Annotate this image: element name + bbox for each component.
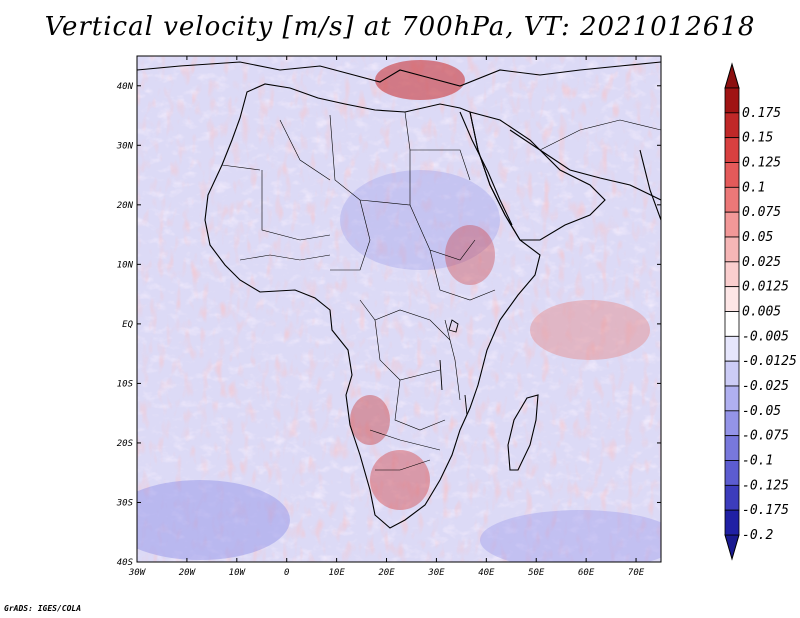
lat-tick-label: 30S xyxy=(116,498,134,508)
lat-tick-label: 10S xyxy=(117,379,134,389)
lon-tick-label: 10W xyxy=(229,568,247,578)
lat-tick-label: 40S xyxy=(117,558,134,568)
lon-tick-label: 20E xyxy=(378,568,395,578)
colorbar-swatch xyxy=(724,286,740,312)
strong-ascent-area xyxy=(370,450,430,510)
lon-tick-label: 20W xyxy=(179,568,197,578)
lon-tick-label: 30W xyxy=(128,568,147,578)
colorbar-label: -0.05 xyxy=(742,404,781,419)
lon-tick-label: 10E xyxy=(328,568,345,578)
colorbar-swatch xyxy=(724,162,740,188)
colorbar-swatch xyxy=(724,385,740,412)
colorbar-swatch xyxy=(724,87,740,114)
velocity-field xyxy=(137,56,661,562)
longitude-axis: 30W 20W 10W 0 10E 20E 30E 40E 50E 60E 70E xyxy=(128,56,645,578)
lat-tick-label: 20S xyxy=(117,439,134,449)
caspian-persian-coast xyxy=(509,129,661,201)
lon-tick-label: 60E xyxy=(578,568,595,578)
colorbar-swatch xyxy=(724,311,740,337)
coastlines xyxy=(137,61,661,529)
lat-tick-label: EQ xyxy=(122,320,133,330)
colorbar-label: 0.0125 xyxy=(742,280,789,295)
strong-ascent-area xyxy=(375,60,465,100)
colorbar-label: 0.125 xyxy=(742,156,781,171)
field-texture-red xyxy=(137,56,661,562)
latitude-axis: 40N 30N 20N 10N EQ 10S 20S 30S 40S xyxy=(116,82,661,568)
colorbar-swatch xyxy=(724,211,740,238)
colorbar-label: 0.075 xyxy=(742,205,781,220)
colorbar-swatch xyxy=(724,509,740,536)
strong-ascent-area xyxy=(350,395,390,445)
lake-malawi xyxy=(464,394,468,416)
lat-tick-label: 20N xyxy=(117,201,134,211)
colorbar-label: -0.005 xyxy=(742,329,789,344)
lon-tick-label: 30E xyxy=(427,568,445,578)
india-coast xyxy=(639,149,661,221)
colorbar-label: -0.075 xyxy=(742,429,789,444)
lon-tick-label: 70E xyxy=(628,568,645,578)
colorbar-swatch xyxy=(724,360,740,387)
europe-coastline xyxy=(137,61,661,87)
colorbar-top-arrow xyxy=(724,62,740,89)
colorbar-swatch xyxy=(724,137,740,163)
credit-text: GrADS: IGES/COLA xyxy=(4,604,82,613)
colorbar-swatch xyxy=(724,410,740,437)
lakes xyxy=(439,319,468,416)
lon-tick-label: 0 xyxy=(284,568,289,578)
strong-descent-area xyxy=(137,480,290,560)
colorbar-swatch xyxy=(724,335,740,362)
colorbar-label: -0.2 xyxy=(742,528,773,543)
colorbar-swatch xyxy=(724,112,740,139)
strong-ascent-area xyxy=(445,225,495,285)
colorbar-label: 0.025 xyxy=(742,255,781,270)
lat-tick-label: 30N xyxy=(116,141,134,151)
colorbar-label: 0.1 xyxy=(742,180,765,195)
colorbar-swatch xyxy=(724,261,740,288)
lat-tick-label: 10N xyxy=(117,260,134,270)
madagascar-coastline xyxy=(507,394,539,471)
colorbar-bottom-arrow xyxy=(724,534,740,561)
colorbar-label: -0.125 xyxy=(742,478,789,493)
strong-ascent-area xyxy=(530,300,650,360)
lon-tick-label: 40E xyxy=(478,568,495,578)
strong-descent-area xyxy=(480,510,661,562)
lat-tick-label: 40N xyxy=(117,82,134,92)
lon-tick-label: 50E xyxy=(528,568,545,578)
colorbar-label: -0.175 xyxy=(742,503,789,518)
africa-coastline xyxy=(204,83,541,529)
colorbar-label: 0.175 xyxy=(742,106,781,121)
colorbar-label: 0.005 xyxy=(742,305,781,320)
lake-victoria xyxy=(448,319,459,333)
map-frame xyxy=(136,55,662,563)
country-borders xyxy=(221,111,661,471)
colorbar-label: -0.025 xyxy=(742,379,789,394)
lake-tanganyika xyxy=(439,359,443,391)
colorbar-swatch xyxy=(724,484,740,511)
colorbar-swatch xyxy=(724,435,740,461)
chart-title: Vertical velocity [m/s] at 700hPa, VT: 2… xyxy=(44,12,756,42)
red-sea-coast xyxy=(459,111,513,226)
colorbar-label: 0.15 xyxy=(742,131,773,146)
colorbar-swatch xyxy=(724,236,740,263)
colorbar-label: -0.1 xyxy=(742,454,773,469)
colorbar-swatch xyxy=(724,460,740,486)
colorbar-label: 0.05 xyxy=(742,230,773,245)
strong-descent-area xyxy=(340,170,500,270)
arabian-peninsula-coastline xyxy=(469,111,606,241)
colorbar-label: -0.0125 xyxy=(742,354,797,369)
colorbar: 0.175 0.15 0.125 0.1 0.075 0.05 0.025 0.0125 0.0… xyxy=(724,62,797,561)
colorbar-swatch xyxy=(724,186,740,213)
